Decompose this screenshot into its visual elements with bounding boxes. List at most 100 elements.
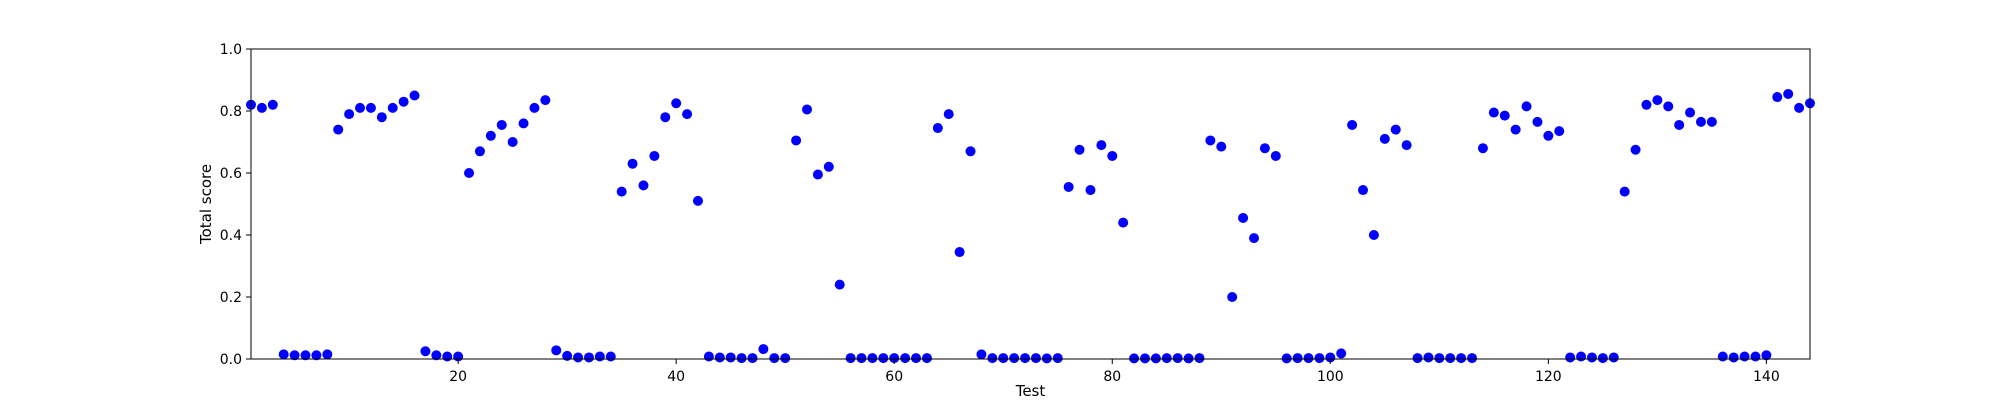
data-point (802, 104, 813, 115)
data-point (1139, 353, 1150, 364)
data-point (1717, 351, 1728, 362)
x-tick-label: 60 (885, 369, 903, 385)
data-point (1532, 116, 1543, 127)
data-point (1096, 140, 1107, 151)
data-point (1695, 116, 1706, 127)
data-point (856, 353, 867, 364)
data-point (442, 351, 453, 362)
data-point (1074, 144, 1085, 155)
data-point (627, 158, 638, 169)
data-point (540, 95, 551, 106)
data-point (758, 344, 769, 355)
data-point (1641, 99, 1652, 110)
data-point (1161, 353, 1172, 364)
data-point (1238, 212, 1249, 223)
data-point (932, 123, 943, 134)
data-point (431, 350, 442, 361)
data-point (322, 349, 333, 360)
data-point (714, 352, 725, 363)
x-tick-label: 80 (1103, 369, 1121, 385)
data-point (583, 352, 594, 363)
data-point (692, 195, 703, 206)
data-point (267, 99, 278, 110)
data-point (1652, 95, 1663, 106)
data-point (507, 137, 518, 147)
y-axis-ticks: 0.0 0.2 0.4 0.6 0.8 1.0 (220, 42, 251, 368)
y-tick-label: 0.0 (220, 352, 242, 368)
data-point (300, 350, 311, 361)
data-point (1227, 292, 1238, 302)
data-point (529, 102, 540, 113)
data-point (1009, 353, 1020, 364)
data-point (998, 353, 1009, 364)
data-point (660, 112, 671, 123)
data-points (246, 88, 1815, 364)
data-point (921, 353, 932, 364)
data-point (889, 353, 900, 364)
data-point (1216, 141, 1227, 152)
data-point (1248, 233, 1259, 244)
data-point (1172, 353, 1183, 364)
data-point (1085, 185, 1096, 196)
data-point (1118, 217, 1129, 228)
data-point (1674, 119, 1685, 130)
data-point (1390, 124, 1401, 135)
data-point (900, 353, 911, 364)
plot-frame (250, 48, 1811, 360)
data-point (878, 353, 889, 364)
data-point (1706, 116, 1717, 127)
data-point (365, 102, 376, 113)
data-point (1434, 353, 1445, 364)
data-point (409, 90, 420, 101)
data-point (1565, 352, 1576, 363)
data-point (474, 146, 485, 157)
data-point (1401, 140, 1412, 151)
data-point (1488, 107, 1499, 118)
data-point (311, 350, 322, 361)
data-point (1456, 353, 1467, 364)
y-tick-label: 0.6 (220, 166, 242, 182)
data-point (551, 345, 562, 356)
x-tick-label: 140 (1753, 369, 1780, 385)
data-point (1205, 135, 1216, 146)
data-point (1543, 130, 1554, 141)
data-point (1445, 353, 1456, 364)
x-tick-label: 20 (449, 369, 467, 385)
data-point (1129, 353, 1140, 364)
data-point (420, 346, 431, 357)
data-point (638, 180, 649, 191)
data-point (344, 109, 355, 120)
y-tick-label: 0.2 (220, 290, 242, 306)
data-point (594, 351, 605, 362)
data-point (1150, 353, 1161, 364)
data-point (965, 146, 976, 157)
data-point (747, 353, 758, 364)
data-point (1750, 351, 1761, 362)
data-point (1521, 101, 1532, 112)
data-point (1728, 352, 1739, 363)
data-point (1772, 92, 1783, 103)
data-point (1608, 352, 1619, 363)
data-point (1663, 101, 1674, 112)
data-point (1576, 351, 1587, 362)
data-point (1041, 353, 1052, 364)
data-point (1630, 144, 1641, 155)
data-point (682, 109, 693, 120)
data-point (1194, 353, 1205, 364)
data-point (1783, 88, 1794, 99)
data-point (1412, 353, 1423, 364)
data-point (791, 135, 802, 146)
data-point (1063, 181, 1074, 192)
data-point (1281, 353, 1292, 364)
data-point (1510, 124, 1521, 135)
data-point (1467, 353, 1478, 364)
data-point (562, 350, 573, 361)
data-point (464, 168, 475, 178)
data-point (1030, 353, 1041, 364)
data-point (1368, 230, 1379, 240)
data-point (812, 169, 823, 180)
data-point (1554, 126, 1565, 137)
data-point (1761, 350, 1772, 361)
data-point (518, 118, 529, 129)
